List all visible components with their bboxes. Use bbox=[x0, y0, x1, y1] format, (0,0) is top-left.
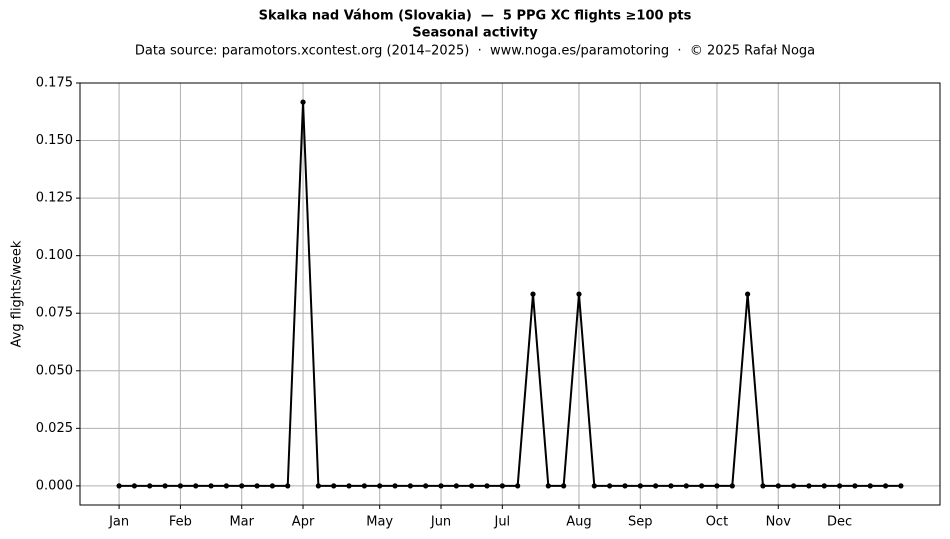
data-point bbox=[699, 483, 705, 489]
data-point bbox=[285, 483, 291, 489]
data-point bbox=[821, 483, 827, 489]
data-point bbox=[791, 483, 797, 489]
x-tick-label: Feb bbox=[169, 515, 192, 530]
data-point bbox=[177, 483, 184, 489]
data-point bbox=[714, 483, 720, 489]
data-point bbox=[407, 483, 413, 489]
data-point bbox=[162, 483, 168, 489]
data-point bbox=[515, 483, 521, 489]
data-point bbox=[775, 483, 781, 489]
y-tick-label: 0.125 bbox=[36, 191, 73, 206]
x-tick-label: Jan bbox=[108, 515, 129, 530]
data-point bbox=[254, 483, 260, 489]
data-point bbox=[622, 483, 628, 489]
y-tick-label: 0.175 bbox=[36, 76, 73, 91]
data-point bbox=[530, 291, 536, 297]
data-point bbox=[346, 483, 352, 489]
data-point bbox=[469, 483, 475, 489]
data-point bbox=[729, 483, 735, 489]
chart-source: Data source: paramotors.xcontest.org (20… bbox=[135, 44, 815, 59]
data-point bbox=[423, 483, 429, 489]
data-point bbox=[453, 483, 459, 489]
data-point bbox=[668, 483, 674, 489]
data-point bbox=[545, 483, 551, 489]
data-point bbox=[315, 483, 321, 489]
y-tick-label: 0.050 bbox=[36, 363, 73, 378]
data-point bbox=[392, 483, 398, 489]
x-tick-label: Aug bbox=[566, 515, 591, 530]
data-line bbox=[119, 101, 901, 487]
chart-subtitle: Seasonal activity bbox=[412, 26, 538, 41]
data-point bbox=[898, 483, 904, 489]
y-tick-label: 0.150 bbox=[36, 133, 73, 148]
data-point bbox=[361, 483, 367, 489]
data-point bbox=[591, 483, 597, 489]
data-point bbox=[683, 483, 689, 489]
chart-title: Skalka nad Váhom (Slovakia) — 5 PPG XC f… bbox=[259, 9, 692, 24]
data-point bbox=[438, 483, 444, 489]
y-tick-label: 0.000 bbox=[36, 478, 73, 493]
data-point bbox=[852, 483, 858, 489]
data-point bbox=[499, 483, 505, 489]
data-point bbox=[377, 483, 383, 489]
data-point bbox=[269, 483, 275, 489]
data-point bbox=[607, 483, 613, 489]
y-axis-label: Avg flights/week bbox=[10, 240, 25, 347]
x-tick-label: Jun bbox=[430, 515, 451, 530]
data-point bbox=[131, 483, 138, 489]
data-point bbox=[561, 483, 567, 489]
data-point bbox=[331, 483, 337, 489]
data-point bbox=[208, 483, 214, 489]
data-point bbox=[653, 483, 659, 489]
data-point bbox=[882, 483, 889, 489]
x-tick-label: Nov bbox=[766, 515, 792, 530]
data-point bbox=[147, 483, 153, 489]
x-tick-label: Jul bbox=[493, 515, 510, 530]
plot-frame bbox=[79, 82, 941, 506]
data-point bbox=[760, 483, 766, 489]
y-tick-label: 0.100 bbox=[36, 248, 73, 263]
x-tick-label: Mar bbox=[229, 515, 254, 530]
data-point bbox=[223, 483, 229, 489]
data-point bbox=[484, 483, 490, 489]
y-tick-label: 0.025 bbox=[36, 421, 73, 436]
data-point bbox=[116, 483, 122, 489]
x-tick-label: Dec bbox=[827, 515, 852, 530]
data-point bbox=[637, 483, 643, 489]
data-point bbox=[836, 483, 843, 489]
x-tick-label: Apr bbox=[292, 515, 315, 530]
x-tick-label: Sep bbox=[628, 515, 653, 530]
data-point bbox=[806, 483, 812, 489]
data-point bbox=[576, 291, 582, 297]
data-point bbox=[867, 483, 873, 489]
data-point bbox=[193, 483, 199, 489]
data-point bbox=[745, 291, 751, 297]
data-point bbox=[239, 483, 245, 489]
y-tick-label: 0.075 bbox=[36, 306, 73, 321]
x-tick-label: Oct bbox=[706, 515, 728, 530]
x-tick-label: May bbox=[366, 515, 393, 530]
data-point bbox=[300, 99, 306, 105]
